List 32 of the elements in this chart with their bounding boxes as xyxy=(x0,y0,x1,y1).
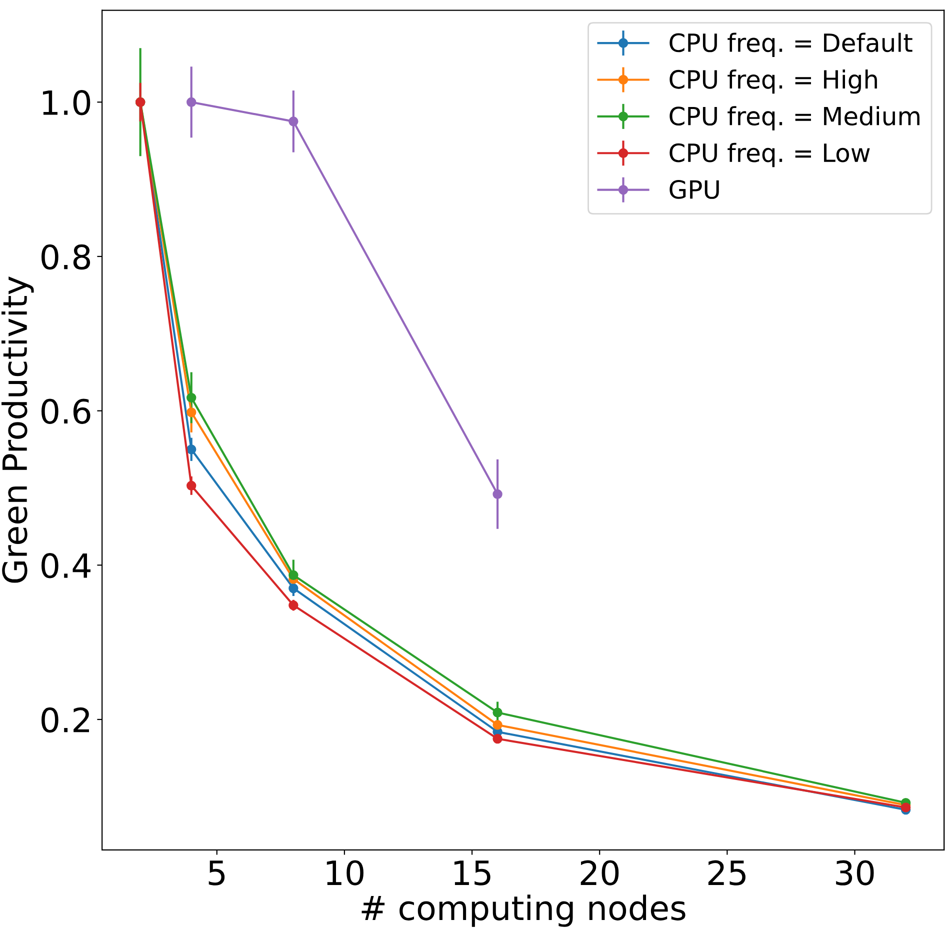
x-axis-title: # computing nodes xyxy=(362,894,686,927)
x-tick-label: 30 xyxy=(836,860,874,886)
point xyxy=(186,444,196,454)
point xyxy=(186,392,196,403)
legend-label: CPU freq. = Low xyxy=(670,142,870,168)
point xyxy=(288,570,298,580)
point xyxy=(186,407,196,418)
point xyxy=(492,734,502,744)
y-tick-label: 0.8 xyxy=(42,244,90,270)
y-tick-label: 0.2 xyxy=(42,707,89,733)
legend-label: CPU freq. = Default xyxy=(670,32,912,57)
point xyxy=(288,583,298,594)
point xyxy=(492,720,502,730)
x-tick-label: 15 xyxy=(454,860,490,886)
y-tick-label: 0.4 xyxy=(42,553,90,578)
point xyxy=(288,600,298,610)
y-tick-label: 0.6 xyxy=(42,398,90,424)
x-tick-label: 5 xyxy=(208,860,225,886)
y-axis-title: Green Productivity xyxy=(2,276,34,583)
legend-label: CPU freq. = High xyxy=(670,69,877,94)
point xyxy=(492,489,502,500)
legend-label: CPU freq. = Medium xyxy=(670,106,920,130)
point xyxy=(288,116,298,126)
y-tick-label: 1.0 xyxy=(42,90,90,116)
x-tick-label: 25 xyxy=(708,860,746,886)
point xyxy=(900,802,911,812)
point xyxy=(492,708,502,718)
x-tick-label: 20 xyxy=(580,860,619,886)
point xyxy=(186,480,196,491)
point xyxy=(186,97,196,107)
x-tick-label: 10 xyxy=(326,860,364,886)
legend-label: GPU xyxy=(670,180,719,199)
